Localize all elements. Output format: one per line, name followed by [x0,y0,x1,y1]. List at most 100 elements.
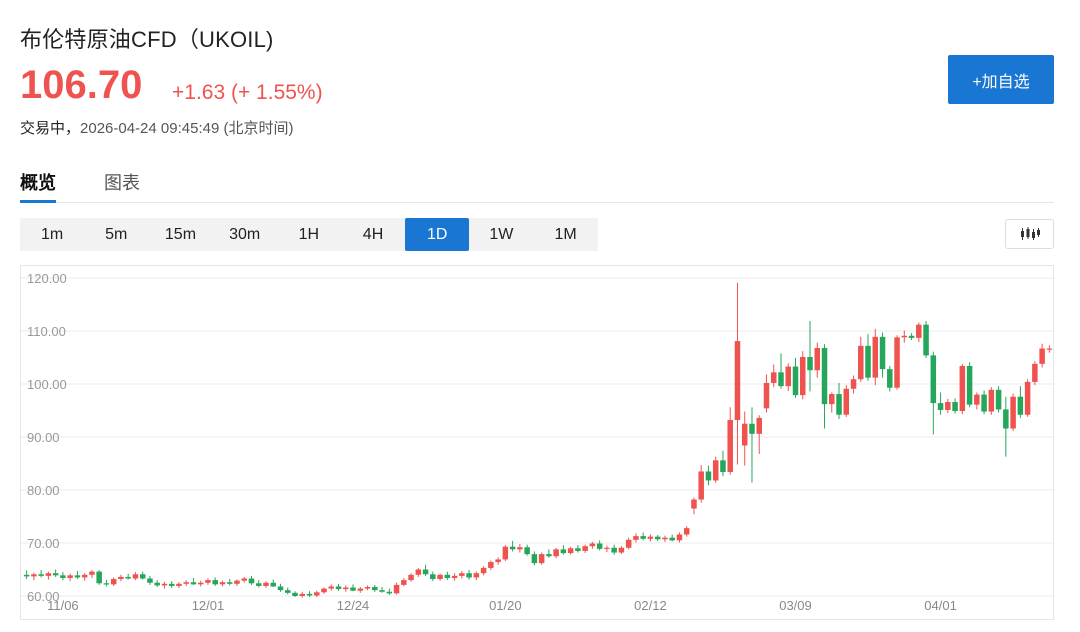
candlestick-icon [1020,227,1040,240]
candle-body [488,562,494,568]
candle-body [575,548,581,551]
candle-body [727,420,733,472]
candle-body [879,336,886,370]
candle-body [255,583,262,586]
candle-body [197,582,204,585]
candle-body [734,341,741,421]
candle-body [110,579,117,585]
candle-body [60,575,66,578]
candle-body [45,573,52,576]
x-tick-label: 01/20 [489,598,522,613]
tab-chart[interactable]: 图表 [104,173,140,193]
y-tick-label: 120.00 [27,271,67,286]
interval-1m[interactable]: 1m [40,225,64,243]
y-tick-label: 110.00 [27,324,66,339]
candle-body [814,347,821,371]
candle-body [357,588,364,591]
candle-body [226,582,233,584]
candle-body [343,587,349,590]
trading-status: 交易中，2026-04-24 09:45:49 (北京时间) [20,117,293,138]
candle-body [1017,396,1024,415]
candle-body [212,580,218,585]
timestamp: 2026-04-24 09:45:49 (北京时间) [80,120,294,137]
interval-5m[interactable]: 5m [105,225,128,243]
candle-body [858,345,864,380]
interval-15m[interactable]: 15m [164,225,197,243]
candle-body [604,547,610,549]
candle-body [625,539,632,548]
candle-body [596,543,603,549]
candle-body [669,537,675,541]
interval-1mo[interactable]: 1M [554,225,577,243]
y-tick-label: 90.00 [27,430,60,445]
candle-body [959,365,966,412]
candle-body [829,394,835,405]
candle-body [328,586,335,589]
x-tick-label: 11/06 [47,598,79,613]
candle-body [306,593,313,596]
candle-body [698,471,704,500]
candle-body [139,574,146,579]
candle-body [647,536,654,539]
candle-body [1039,348,1045,364]
candle-body [415,569,422,575]
candle-body [930,355,937,404]
candle-body [705,471,712,481]
interval-1d[interactable]: 1D [405,218,470,251]
candle-body [712,460,719,481]
candle-body [1046,348,1053,350]
candle-body [473,573,480,578]
candle-body [720,460,726,472]
candle-body [546,554,552,557]
candle-body [995,389,1002,410]
candle-body [38,574,44,576]
candle-body [509,546,516,550]
interval-30m[interactable]: 30m [229,225,261,243]
candle-body [466,573,472,578]
y-tick-label: 80.00 [27,483,60,498]
chart-type-button[interactable] [1005,219,1054,249]
interval-1h[interactable]: 1H [298,225,320,243]
interval-1w[interactable]: 1W [489,225,514,243]
candle-body [560,549,567,554]
add-watchlist-button[interactable]: +加自选 [948,55,1054,104]
candle-body [31,574,37,577]
candle-body [741,423,748,446]
candle-body [176,583,182,586]
candle-body [640,536,646,539]
candle-body [756,417,762,434]
candle-body [1010,396,1016,429]
candle-body [633,536,639,540]
tab-overview[interactable]: 概览 [20,169,56,203]
candle-body [1024,381,1031,415]
candle-body [618,547,625,553]
y-tick-label: 100.00 [27,377,67,392]
candle-body [284,590,291,593]
candle-body [248,578,255,584]
interval-4h[interactable]: 4H [362,225,384,243]
candle-body [988,389,995,412]
candle-body [147,578,153,583]
candle-body [263,582,269,586]
candle-body [763,382,770,409]
candle-body [480,567,487,574]
candle-body [901,335,908,338]
x-tick-label: 02/12 [634,598,667,613]
candle-body [23,574,30,577]
candle-body [459,573,465,576]
interval-selector: 1m 5m 15m 30m 1H 4H 1D 1W 1M [20,218,598,251]
candle-body [691,499,697,509]
candle-body [923,324,929,356]
price-chart[interactable]: 120.00 110.00 100.00 90.00 80.00 70.00 60.00 11… [20,265,1055,620]
candle-body [792,366,799,396]
candle-body [408,574,414,581]
candle-body [335,586,342,590]
last-price: 106.70 [20,63,143,107]
candle-body [611,547,617,553]
candle-body [74,575,81,578]
candle-body [966,365,973,405]
candle-body [67,575,73,578]
candle-body [887,369,893,388]
candle-body [52,573,59,576]
candle-body [451,575,458,578]
